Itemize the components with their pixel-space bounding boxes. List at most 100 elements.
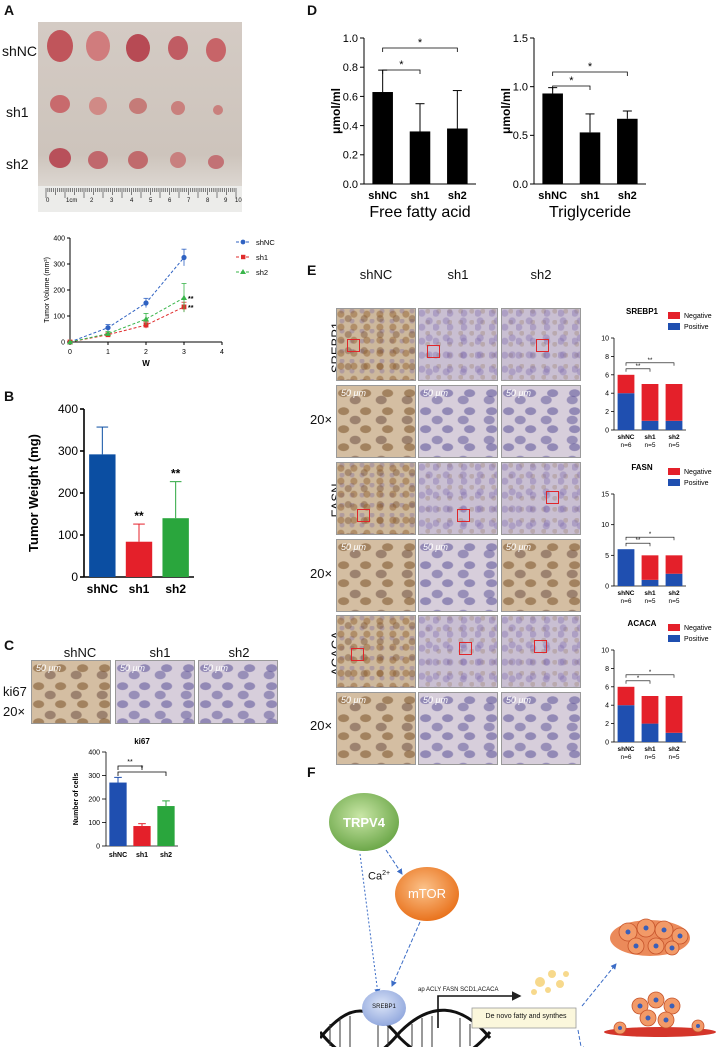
scale-bar-label: 50 μm bbox=[341, 695, 366, 705]
significance-bracket bbox=[382, 69, 421, 74]
scale-bar-label: 50 μm bbox=[423, 388, 448, 398]
x-tick-label: 3 bbox=[182, 349, 186, 356]
x-tick-label: shNC bbox=[618, 590, 635, 597]
significance-bracket bbox=[552, 71, 628, 76]
significance-bracket bbox=[625, 536, 675, 541]
bar bbox=[133, 826, 151, 846]
fasn-20x-sh2: 50 μm bbox=[501, 539, 581, 612]
data-point bbox=[105, 330, 111, 336]
x-tick-label: sh2 bbox=[160, 852, 172, 859]
significance-mark: ** bbox=[188, 305, 194, 312]
srebp1-low-mag-sh2 bbox=[501, 308, 581, 381]
x-tick-label: sh1 bbox=[411, 190, 430, 202]
y-tick-label: 300 bbox=[88, 773, 100, 780]
triglyceride-chart: 0.0 0.5 1.0 1.5 shNC sh1 sh2 * * μmol/ml Triglycer… bbox=[500, 33, 646, 221]
tumor-photo: 0 1cm 2 3 4 5 6 7 8 9 10 bbox=[38, 22, 242, 212]
srebp1-node-label: SREBP1 bbox=[372, 1004, 396, 1010]
bar bbox=[162, 518, 189, 577]
fasn-low-mag-sh2 bbox=[501, 462, 581, 535]
legend-label: Negative bbox=[684, 469, 712, 476]
ruler-label: 3 bbox=[110, 198, 114, 204]
stacked-bar-segment bbox=[617, 705, 635, 742]
to-tumor-growth-arrow bbox=[581, 963, 617, 1007]
ki67-image-sh2: 50 μm bbox=[198, 660, 278, 724]
tumor-volume-chart: 0 100 200 300 400 0 1 2 3 4 W Tumor Volume (mm³) shN… bbox=[44, 236, 275, 369]
fasn-low-mag-sh1 bbox=[418, 462, 498, 535]
x-tick-label: 0 bbox=[68, 349, 72, 356]
bar bbox=[125, 541, 153, 577]
ki67-image-shnc: 50 μm bbox=[31, 660, 111, 724]
tumor-cell-cluster bbox=[610, 918, 690, 956]
acaca-20x-shnc: 50 μm bbox=[336, 692, 416, 765]
panel-label-a: A bbox=[4, 2, 15, 18]
x-tick-label: shNC bbox=[109, 852, 127, 859]
x-tick-sublabel: n=5 bbox=[644, 442, 655, 449]
x-tick-sublabel: n=6 bbox=[620, 442, 631, 449]
stacked-bar-segment bbox=[617, 374, 635, 394]
acaca-20x-sh1: 50 μm bbox=[418, 692, 498, 765]
free-fatty-acid-chart: 0.0 0.2 0.4 0.6 0.8 1.0 shNC sh1 sh2 * * μmol/ml Fre… bbox=[330, 33, 476, 221]
x-tick-label: sh2 bbox=[448, 190, 467, 202]
y-tick-label: 100 bbox=[58, 528, 78, 542]
y-tick-label: 0 bbox=[96, 843, 100, 850]
x-tick-label: 1 bbox=[106, 349, 110, 356]
stacked-bar-segment bbox=[641, 555, 659, 580]
x-tick-label: sh2 bbox=[165, 582, 186, 596]
dna-strand bbox=[320, 1008, 492, 1047]
x-tick-label: shNC bbox=[618, 434, 635, 441]
col-label-sh2: sh2 bbox=[228, 645, 250, 660]
x-tick-sublabel: n=6 bbox=[620, 598, 631, 605]
ruler-label: 2 bbox=[90, 198, 94, 204]
ruler-label: 1cm bbox=[66, 198, 78, 204]
x-tick-sublabel: n=5 bbox=[668, 598, 679, 605]
srebp1-20x-sh1: 50 μm bbox=[418, 385, 498, 458]
y-tick-label: 1.0 bbox=[343, 33, 358, 45]
y-tick-label: 6 bbox=[605, 372, 609, 379]
panel-label-d: D bbox=[307, 2, 318, 18]
data-point bbox=[181, 294, 187, 300]
ruler-label: 6 bbox=[168, 198, 172, 204]
zoom-region-box bbox=[534, 640, 547, 653]
y-tick-label: 0.8 bbox=[343, 62, 358, 74]
x-tick-label: sh2 bbox=[668, 590, 680, 597]
zoom-region-box bbox=[459, 642, 472, 655]
y-tick-label: 0 bbox=[71, 570, 78, 584]
x-tick-label: sh1 bbox=[644, 746, 656, 753]
row-label-ki67: ki67 bbox=[3, 684, 27, 699]
legend-label: Negative bbox=[684, 313, 712, 320]
y-tick-label: 10 bbox=[601, 648, 609, 655]
panel-label-f: F bbox=[307, 764, 316, 780]
acaca-low-mag-shnc bbox=[336, 615, 416, 688]
legend-label: Positive bbox=[684, 480, 709, 487]
x-tick-sublabel: n=5 bbox=[668, 754, 679, 761]
e-col-label-shnc: shNC bbox=[359, 267, 393, 282]
zoom-region-box bbox=[351, 648, 364, 661]
significance-label: * bbox=[418, 37, 423, 49]
tumor-weight-chart: 0 100 200 300 400 shNC sh1 ** sh2 ** Tumor Weight … bbox=[26, 402, 194, 596]
e-col-label-sh1: sh1 bbox=[447, 267, 469, 282]
y-tick-label: 6 bbox=[605, 684, 609, 691]
significance-bracket bbox=[625, 674, 675, 678]
y-tick-label: 0 bbox=[605, 584, 609, 591]
mtor-label: mTOR bbox=[407, 886, 447, 901]
panel-label-b: B bbox=[4, 388, 15, 404]
x-tick-label: sh1 bbox=[644, 590, 656, 597]
calcium-charge: 2+ bbox=[382, 870, 391, 877]
ruler-label: 0 bbox=[46, 198, 50, 204]
y-tick-label: 2 bbox=[605, 409, 609, 416]
dna-strand bbox=[320, 1009, 492, 1047]
srebp1-20x-sh2: 50 μm bbox=[501, 385, 581, 458]
y-tick-label: 4 bbox=[605, 391, 609, 398]
x-tick-label: shNC bbox=[618, 746, 635, 753]
x-tick-label: sh1 bbox=[129, 582, 150, 596]
trpv4-to-mtor-arrow bbox=[385, 849, 403, 875]
bar bbox=[89, 454, 116, 577]
x-tick-label: 2 bbox=[144, 349, 148, 356]
series-line bbox=[69, 257, 185, 343]
scale-bar-label: 50 μm bbox=[423, 542, 448, 552]
y-tick-label: 0 bbox=[61, 340, 65, 347]
data-point bbox=[181, 254, 187, 261]
y-axis-label: Tumor Weight (mg) bbox=[26, 434, 41, 552]
de-novo-synthesis-label: De novo fatty and synthes bbox=[485, 1013, 567, 1020]
y-axis-label: μmol/ml bbox=[330, 88, 343, 134]
